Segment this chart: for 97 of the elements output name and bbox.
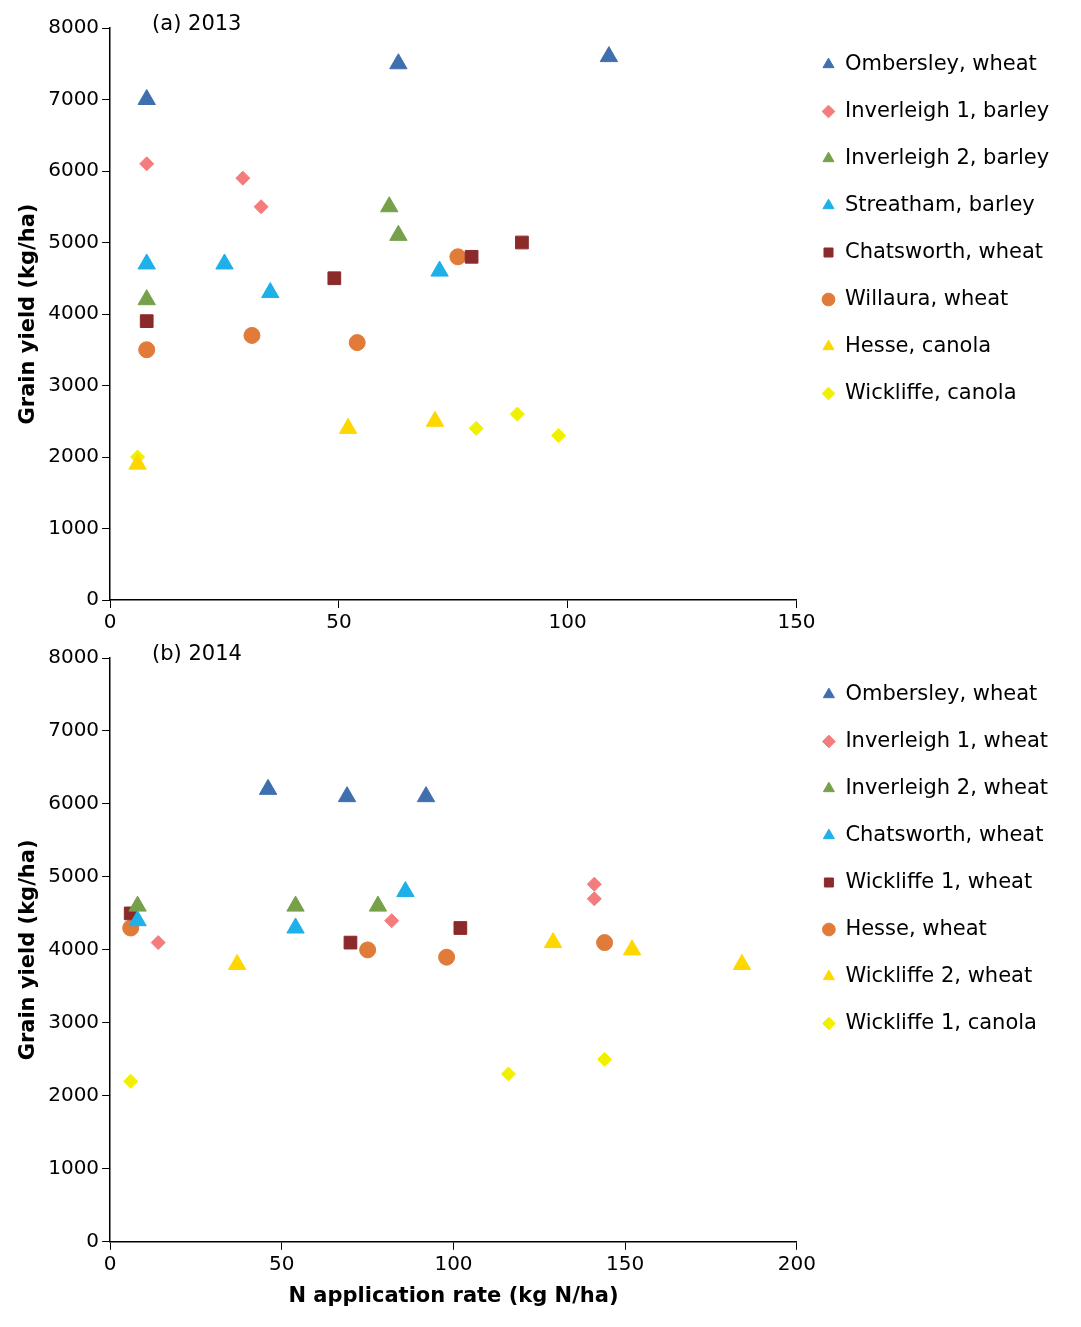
point — [348, 334, 366, 352]
point — [359, 941, 377, 959]
y-axis-title: Grain yield (kg/ha) — [15, 203, 40, 425]
point — [416, 786, 436, 803]
point — [438, 948, 456, 966]
point — [128, 895, 147, 912]
point — [253, 199, 269, 215]
point — [337, 786, 357, 803]
point — [139, 314, 154, 329]
legend-label: Hesse, wheat — [845, 915, 987, 940]
x-axis-title: N application rate (kg N/ha) — [288, 1282, 619, 1307]
y-tick-label: 4000 — [48, 300, 100, 325]
point — [464, 249, 479, 264]
point — [286, 917, 305, 934]
point — [150, 935, 166, 951]
x-tick-label: 50 — [326, 609, 352, 634]
x-tick-label: 0 — [103, 1251, 117, 1275]
point — [453, 921, 468, 935]
point — [137, 253, 156, 270]
legend-label: Wickliffe, canola — [845, 379, 1017, 404]
y-tick-label: 6000 — [48, 790, 100, 815]
legend-label: Chatsworth, wheat — [845, 238, 1044, 263]
point — [468, 420, 484, 436]
legend-label: Wickliffe 1, canola — [845, 1009, 1037, 1034]
y-tick-label: 6000 — [48, 157, 100, 182]
y-tick-label: 2000 — [48, 443, 100, 468]
y-tick-label: 8000 — [48, 14, 100, 39]
chart-title: (b) 2014 — [152, 640, 242, 665]
point — [430, 260, 449, 277]
point — [243, 326, 261, 344]
y-tick-label: 3000 — [48, 371, 100, 396]
point — [586, 891, 602, 907]
y-tick-label: 0 — [86, 1228, 100, 1252]
y-tick-label: 1000 — [48, 1155, 100, 1180]
point — [128, 910, 147, 927]
point — [286, 895, 305, 912]
point — [389, 224, 408, 241]
point — [543, 932, 563, 949]
y-tick-label: 1000 — [48, 514, 100, 539]
y-tick-label: 2000 — [48, 1082, 100, 1107]
y-tick-label: 5000 — [48, 863, 100, 888]
point — [368, 895, 388, 912]
legend-label: Willaura, wheat — [845, 285, 1009, 310]
legend-label: Inverleigh 1, barley — [845, 97, 1050, 122]
point — [551, 428, 567, 444]
point — [139, 156, 155, 172]
y-tick-label: 7000 — [48, 85, 100, 110]
x-tick-label: 200 — [777, 1251, 816, 1275]
point — [500, 1066, 516, 1082]
x-tick-label: 50 — [269, 1251, 295, 1275]
point — [389, 53, 408, 70]
point — [449, 248, 467, 266]
y-axis-title: Grain yield (kg/ha) — [15, 839, 40, 1061]
point — [258, 778, 278, 795]
legend-label: Ombersley, wheat — [845, 50, 1037, 75]
chart-title: (a) 2013 — [152, 10, 242, 35]
legend-label: Ombersley, wheat — [845, 680, 1038, 705]
x-tick-label: 100 — [434, 1251, 473, 1275]
legend-label: Hesse, canola — [845, 332, 992, 357]
point — [597, 1051, 613, 1067]
x-tick-label: 150 — [777, 609, 816, 634]
legend-label: Streatham, barley — [845, 191, 1035, 216]
x-tick-label: 0 — [103, 609, 117, 634]
y-tick-label: 0 — [86, 586, 100, 611]
point — [137, 89, 156, 105]
point — [327, 271, 342, 286]
point — [396, 881, 415, 898]
point — [343, 935, 358, 950]
point — [586, 876, 602, 892]
legend-label: Inverleigh 2, wheat — [845, 774, 1048, 799]
point — [596, 934, 614, 952]
x-tick-label: 150 — [606, 1251, 645, 1275]
y-tick-label: 7000 — [48, 717, 100, 742]
point — [732, 954, 752, 970]
point — [515, 235, 529, 250]
legend-label: Inverleigh 1, wheat — [845, 727, 1048, 752]
y-tick-label: 4000 — [48, 936, 100, 961]
point — [137, 289, 156, 306]
point — [384, 913, 400, 929]
legend-label: Chatsworth, wheat — [845, 821, 1044, 846]
point — [138, 341, 156, 359]
point — [380, 196, 399, 213]
legend-label: Wickliffe 2, wheat — [845, 962, 1033, 987]
x-tick-label: 100 — [548, 609, 587, 634]
point — [228, 954, 247, 970]
legend-label: Wickliffe 1, wheat — [845, 868, 1033, 893]
legend-label: Inverleigh 2, barley — [845, 144, 1050, 169]
point — [599, 46, 619, 63]
y-tick-label: 3000 — [48, 1009, 100, 1034]
point — [235, 170, 251, 186]
point — [261, 282, 280, 299]
point — [622, 939, 642, 956]
point — [123, 1073, 139, 1089]
point — [215, 253, 234, 270]
y-tick-label: 5000 — [48, 228, 100, 253]
point — [509, 406, 525, 422]
y-tick-label: 8000 — [48, 644, 100, 669]
